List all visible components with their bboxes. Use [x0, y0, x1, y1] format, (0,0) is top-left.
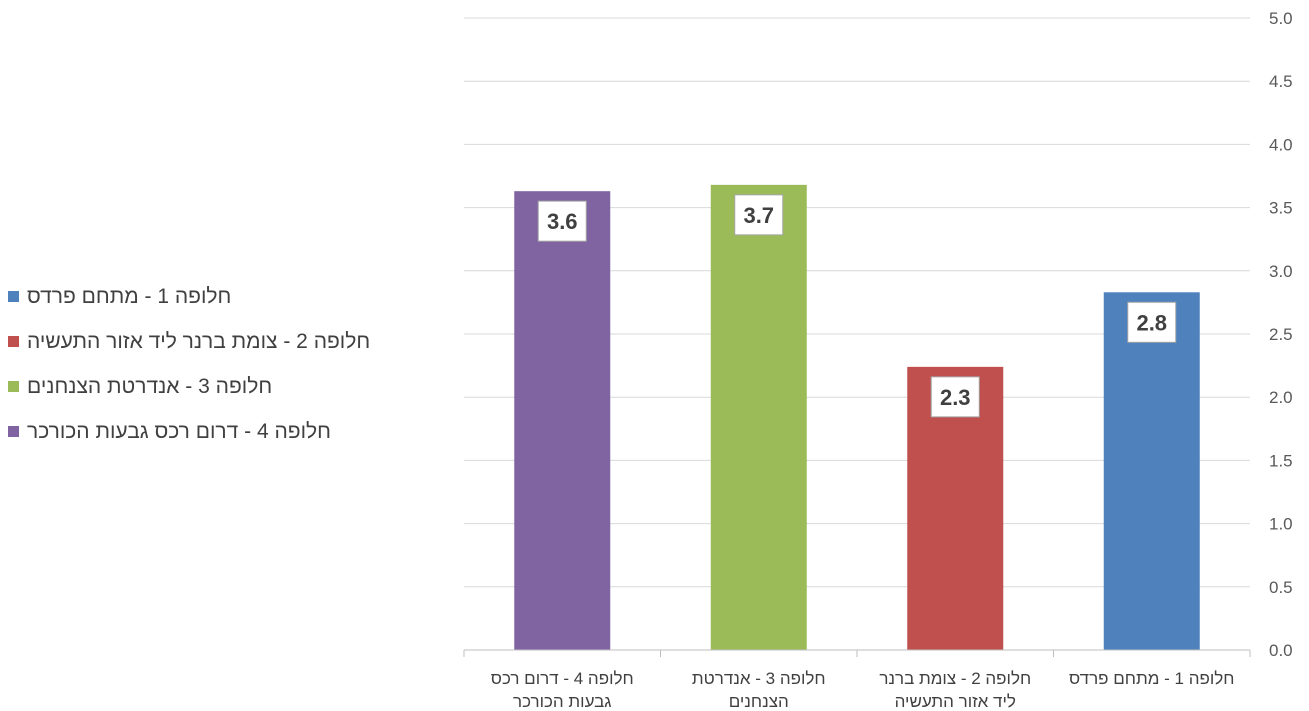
- x-category-label-series-3: חלופה 3 - אנדרטת: [692, 669, 826, 688]
- data-label-series-1: 2.8: [1136, 310, 1167, 335]
- data-label-series-4: 3.6: [547, 209, 578, 234]
- data-label-series-3: 3.7: [743, 203, 774, 228]
- bars: [514, 184, 1200, 650]
- y-tick-label: 1.5: [1269, 451, 1293, 470]
- data-label-box-series-3: [734, 194, 784, 236]
- data-label-series-2: 2.3: [940, 385, 971, 410]
- legend-label-series-2: חלופה 2 - צומת ברנר ליד אזור התעשיה: [27, 329, 371, 353]
- legend-label-series-3: חלופה 3 - אנדרטת הצנחנים: [27, 374, 273, 398]
- y-tick-label: 4.0: [1269, 135, 1293, 154]
- y-tick-label: 3.5: [1269, 199, 1293, 218]
- legend-item-series-4: חלופה 4 - דרום רכס גבעות הכורכר: [8, 409, 448, 454]
- data-label-box-series-2: [930, 376, 980, 418]
- bar-series-3: [710, 184, 807, 650]
- legend-item-series-3: חלופה 3 - אנדרטת הצנחנים: [8, 364, 448, 409]
- legend-swatch-series-2: [8, 336, 19, 347]
- y-tick-label: 3.0: [1269, 262, 1293, 281]
- legend-item-series-2: חלופה 2 - צומת ברנר ליד אזור התעשיה: [8, 319, 448, 364]
- legend-swatch-series-3: [8, 381, 19, 392]
- y-tick-label: 4.5: [1269, 72, 1293, 91]
- bar-series-4: [514, 191, 611, 650]
- y-tick-label: 5.0: [1269, 9, 1293, 28]
- y-tick-label: 0.5: [1269, 578, 1293, 597]
- x-category-label-series-2: ליד אזור התעשיה: [895, 692, 1016, 711]
- axes: 0.0 0.5 1.0 1.5 2.0 2.5 3.0 3.5 4.0 4.5 5.0 חלופה 1…: [463, 9, 1293, 711]
- data-label-box-series-1: [1127, 301, 1177, 343]
- y-tick-label: 0.0: [1269, 641, 1293, 660]
- legend-label-series-1: חלופה 1 - מתחם פרדס: [27, 284, 232, 308]
- bar-series-1: [1103, 292, 1200, 650]
- legend: חלופה 1 - מתחם פרדס חלופה 2 - צומת ברנר …: [8, 274, 448, 454]
- legend-item-series-1: חלופה 1 - מתחם פרדס: [8, 274, 448, 319]
- data-label-box-series-4: [537, 200, 587, 242]
- x-category-label-series-1: חלופה 1 - מתחם פרדס: [1069, 669, 1234, 688]
- x-category-label-series-4: חלופה 4 - דרום רכס: [491, 669, 634, 688]
- x-category-label-series-4: גבעות הכורכר: [513, 692, 612, 711]
- x-category-label-series-3: הצנחנים: [729, 692, 789, 711]
- x-category-label-series-2: חלופה 2 - צומת ברנר: [879, 669, 1031, 688]
- data-labels: 2.8 2.3 3.7 3.6: [537, 194, 1177, 418]
- y-tick-label: 2.5: [1269, 325, 1293, 344]
- y-tick-label: 2.0: [1269, 388, 1293, 407]
- legend-swatch-series-4: [8, 426, 19, 437]
- legend-label-series-4: חלופה 4 - דרום רכס גבעות הכורכר: [27, 419, 331, 443]
- legend-swatch-series-1: [8, 291, 19, 302]
- y-tick-label: 1.0: [1269, 515, 1293, 534]
